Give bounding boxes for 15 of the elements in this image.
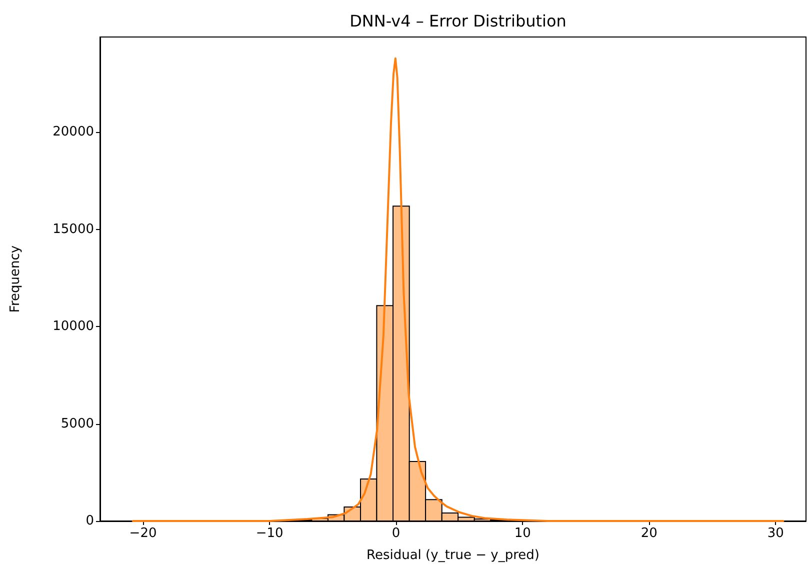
line-series	[132, 57, 784, 522]
x-tick-label: 20	[640, 526, 658, 541]
chart-title: DNN-v4 – Error Distribution	[350, 12, 566, 30]
x-tick-label: −10	[256, 526, 284, 541]
y-tick-label: 0	[86, 514, 94, 528]
y-tick-label: 10000	[52, 319, 94, 334]
x-axis-title: Residual (y_true − y_pred)	[366, 548, 540, 563]
y-axis-title: Frequency	[8, 245, 23, 313]
y-tick-label: 20000	[52, 124, 94, 140]
x-tick-label: −20	[129, 526, 157, 541]
y-tick-label: 15000	[52, 222, 94, 237]
y-tick-label: 5000	[60, 416, 94, 432]
x-tick-label: 10	[514, 526, 531, 541]
x-tick-label: 30	[767, 526, 784, 541]
x-tick-label: 0	[392, 526, 400, 541]
